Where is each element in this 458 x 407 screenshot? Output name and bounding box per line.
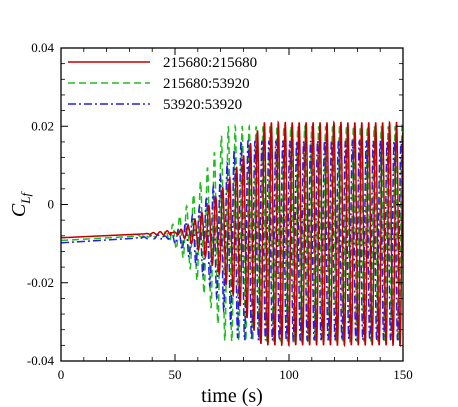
x-tick-label: 50 bbox=[169, 367, 182, 382]
y-axis-title-main: C bbox=[8, 203, 30, 217]
series-line-0 bbox=[61, 120, 403, 348]
x-tick-label: 0 bbox=[58, 367, 65, 382]
y-tick-label: 0.02 bbox=[31, 118, 54, 133]
y-axis-title-subscript: Lf bbox=[18, 191, 33, 205]
legend-label-0: 215680:215680 bbox=[163, 55, 257, 71]
ticks-layer: 0 50 100 150 -0.04 -0.02 0 0.02 0.04 bbox=[27, 40, 413, 382]
series-line-2 bbox=[61, 139, 403, 343]
y-tick-label: -0.02 bbox=[27, 275, 54, 290]
legend: 215680:215680 215680:53920 53920:53920 bbox=[68, 55, 257, 113]
y-tick-label: -0.04 bbox=[27, 353, 55, 368]
legend-label-2: 53920:53920 bbox=[163, 97, 242, 113]
y-tick-label: 0 bbox=[48, 197, 55, 212]
x-axis-title: time (s) bbox=[201, 385, 263, 407]
series-layer bbox=[61, 120, 403, 348]
y-tick-label: 0.04 bbox=[31, 40, 54, 55]
legend-label-1: 215680:53920 bbox=[163, 76, 250, 92]
y-axis-title: CLf bbox=[8, 191, 33, 218]
svg-text:CLf: CLf bbox=[8, 191, 33, 218]
x-tick-label: 100 bbox=[279, 367, 299, 382]
series-line-1 bbox=[61, 123, 403, 343]
x-tick-label: 150 bbox=[393, 367, 413, 382]
